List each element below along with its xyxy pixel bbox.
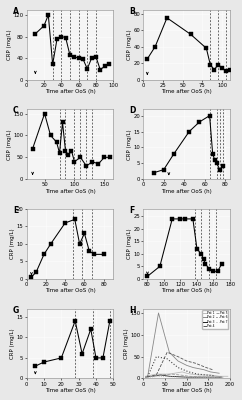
Y-axis label: CRP (mg/L): CRP (mg/L) — [7, 129, 12, 160]
Y-axis label: CRP (mg/L): CRP (mg/L) — [127, 228, 132, 259]
Legend: Pat 1, Pat 2, Pat 3, Pat 4, Pat 5, Pat 6, Pat 7: Pat 1, Pat 2, Pat 3, Pat 4, Pat 5, Pat 6… — [202, 310, 228, 329]
X-axis label: Time after OoS (h): Time after OoS (h) — [161, 89, 212, 94]
Text: A: A — [13, 7, 19, 16]
Text: H: H — [129, 306, 136, 315]
Text: E: E — [13, 206, 18, 215]
X-axis label: Time after OoS (h): Time after OoS (h) — [161, 388, 212, 393]
Text: D: D — [129, 106, 136, 116]
Text: B: B — [129, 7, 135, 16]
Y-axis label: CRP (mg/L): CRP (mg/L) — [10, 228, 15, 259]
X-axis label: Time after OoS (h): Time after OoS (h) — [161, 288, 212, 294]
Y-axis label: CRP (mg/L): CRP (mg/L) — [127, 29, 132, 60]
X-axis label: Time after OoS (h): Time after OoS (h) — [45, 388, 95, 393]
Y-axis label: CRP (mg/L): CRP (mg/L) — [10, 328, 15, 359]
Text: G: G — [13, 306, 19, 315]
X-axis label: Time after OoS (h): Time after OoS (h) — [45, 189, 95, 194]
Y-axis label: CRP (mg/L): CRP (mg/L) — [7, 29, 12, 60]
X-axis label: Time after OoS (h): Time after OoS (h) — [45, 89, 95, 94]
Text: F: F — [129, 206, 135, 215]
Y-axis label: CRP (mg/L): CRP (mg/L) — [124, 328, 129, 359]
Text: C: C — [13, 106, 18, 116]
X-axis label: Time after OoS (h): Time after OoS (h) — [161, 189, 212, 194]
X-axis label: Time after OoS (h): Time after OoS (h) — [45, 288, 95, 294]
Y-axis label: CRP (mg/L): CRP (mg/L) — [127, 129, 132, 160]
